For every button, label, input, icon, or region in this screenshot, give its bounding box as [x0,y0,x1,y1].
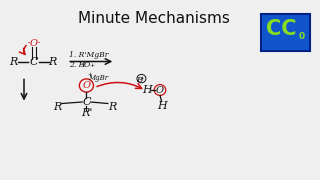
Text: O: O [83,81,91,90]
Text: 3: 3 [81,63,84,68]
Text: +: + [139,76,144,81]
Text: R: R [108,102,116,111]
Text: C: C [29,57,38,66]
Text: 0: 0 [299,32,305,41]
Text: Minute Mechanisms: Minute Mechanisms [78,10,229,26]
Text: 1. R'MgBr: 1. R'MgBr [69,51,108,59]
Text: R: R [49,57,57,66]
Text: CC: CC [266,19,297,39]
Text: H: H [157,101,166,111]
FancyBboxPatch shape [261,14,310,51]
Text: ·: · [36,37,40,50]
Text: +: + [89,63,94,68]
Text: 2. H: 2. H [69,60,85,69]
Text: O: O [156,86,164,94]
Text: MgBr: MgBr [88,74,108,82]
FancyBboxPatch shape [262,15,309,50]
Text: C: C [82,97,91,107]
Text: H: H [142,85,152,95]
Text: +: + [87,72,92,77]
Text: B: B [136,75,142,84]
Text: R: R [9,57,18,66]
Text: O: O [30,39,38,48]
Text: O: O [84,60,90,69]
Text: R': R' [81,108,92,118]
Text: R: R [53,102,62,111]
Text: ·: · [27,37,31,50]
